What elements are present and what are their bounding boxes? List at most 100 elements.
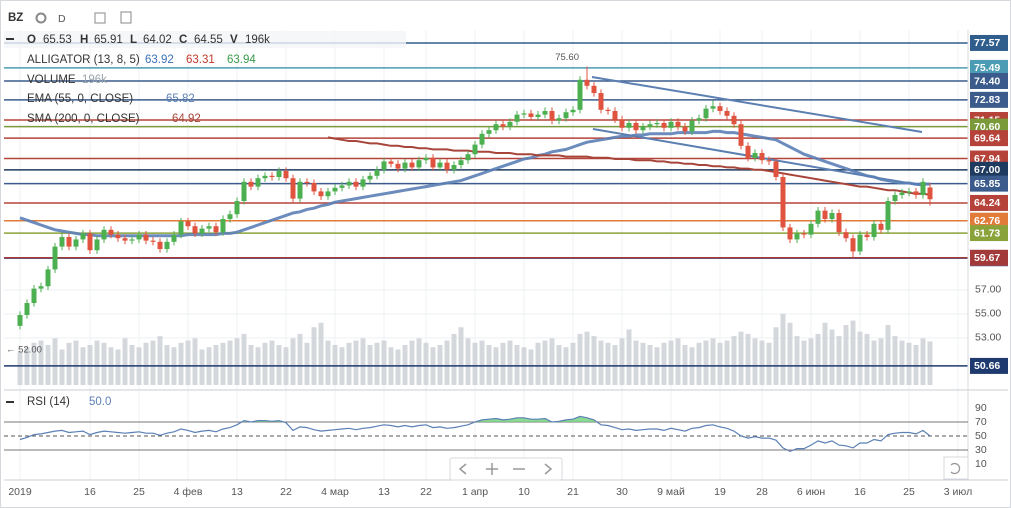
candle-body (423, 157, 429, 161)
volume-bar (444, 340, 450, 385)
candle-body (451, 165, 457, 170)
legend: O 65.53 H 65.91 L 64.02 C 64.55 V 196k A… (4, 31, 406, 408)
volume-bar (129, 345, 135, 385)
price-level-label: 50.66 (974, 360, 1000, 372)
volume-bar (591, 336, 597, 385)
price-level-tag (970, 161, 1008, 178)
x-tick-label: 16 (84, 486, 96, 498)
candle-body (269, 175, 275, 178)
candle-body (507, 121, 513, 127)
reset-button[interactable] (943, 456, 969, 480)
volume-bar (325, 340, 331, 385)
candle-body (101, 229, 107, 240)
volume-bar (297, 333, 303, 385)
candle-body (647, 124, 653, 127)
legend-name: VOLUME (27, 74, 76, 86)
sma-line (327, 136, 931, 196)
volume-bar (241, 333, 247, 385)
compare-icon[interactable] (94, 12, 106, 24)
candle-body (52, 246, 58, 270)
volume-bar (94, 340, 100, 385)
candle-body (136, 234, 142, 240)
volume-bar (500, 342, 506, 385)
nav-right[interactable] (544, 463, 553, 475)
price-level-tag (970, 91, 1008, 108)
volume-bar (52, 338, 58, 385)
candle-body (122, 238, 128, 241)
nav-left[interactable] (458, 463, 467, 475)
price-level-tag (970, 212, 1008, 229)
candle-body (577, 79, 583, 110)
ohlc-bg (4, 31, 406, 48)
volume-bar (381, 340, 387, 385)
candle-body (542, 111, 548, 115)
y-tick-label: 57.00 (975, 284, 1001, 296)
candle-body (416, 160, 422, 168)
x-tick-label: 22 (420, 486, 432, 498)
candle-body (171, 234, 177, 242)
volume-bar (731, 336, 737, 385)
volume-bar (710, 338, 716, 385)
candle-body (857, 234, 863, 252)
candle-body (738, 124, 744, 146)
x-tick-label: 13 (378, 486, 390, 498)
volume-bar (122, 338, 128, 385)
volume-bar (920, 338, 926, 385)
settings-icon[interactable] (35, 12, 47, 24)
ohlc-key: C (179, 34, 187, 46)
volume-bar (815, 333, 821, 385)
legend-name: SMA (200, 0, CLOSE) (27, 113, 140, 125)
volume-bar (766, 342, 772, 385)
candle-body (297, 181, 303, 199)
price-level-label: 72.83 (974, 94, 1000, 106)
price-level-label: 61.73 (974, 227, 1000, 239)
volume-bar (395, 349, 401, 385)
axes-layer: 2019 16 25 4 фев 13 22 4 мар 13 22 1 апр 10 21 30 9 м… (8, 34, 1008, 498)
volume-bar (185, 340, 191, 385)
volume-bar (752, 338, 758, 385)
candle-body (794, 233, 800, 240)
candle-body (31, 288, 37, 304)
volume-bar (157, 336, 163, 385)
layout-icon[interactable] (120, 11, 132, 24)
candle-body (759, 153, 765, 161)
volume-bar (668, 340, 674, 385)
rsi-panel (4, 415, 968, 453)
volume-bar (367, 345, 373, 385)
volume-bar (717, 342, 723, 385)
volume-bar (647, 345, 653, 385)
candle-body (17, 315, 23, 326)
candle-body (262, 175, 268, 179)
x-tick-label: 6 июн (797, 486, 825, 498)
candle-body (304, 181, 310, 184)
volume-bar (479, 340, 485, 385)
x-tick-label: 16 (854, 486, 866, 498)
volume-bar (745, 333, 751, 385)
candle-body (864, 234, 870, 238)
collapse-icon[interactable] (6, 38, 14, 40)
legend-value: 196k (82, 74, 107, 86)
volume-bar (836, 336, 842, 385)
candle-body (115, 234, 121, 239)
candle-body (766, 160, 772, 162)
x-tick-label: 30 (616, 486, 628, 498)
collapse-icon[interactable] (6, 401, 14, 403)
candle-body (787, 227, 793, 240)
volume-bar (227, 340, 233, 385)
volume-bar (759, 340, 765, 385)
interval[interactable]: D (58, 13, 66, 25)
volume-bar (290, 338, 296, 385)
volume-bar (332, 345, 338, 385)
volume-bar (633, 340, 639, 385)
volume-bar (66, 342, 72, 385)
low-marker: ← 52.00 (6, 344, 42, 355)
price-level-label: 75.49 (974, 62, 1000, 74)
candle-body (360, 179, 366, 187)
candle-body (731, 115, 737, 125)
price-panel: 75.60 ← 52.00 (4, 42, 968, 385)
zoom-in[interactable] (486, 463, 498, 475)
candle-body (612, 111, 618, 120)
volume-bar (535, 342, 541, 385)
candle-body (703, 108, 709, 119)
candle-body (227, 214, 233, 220)
